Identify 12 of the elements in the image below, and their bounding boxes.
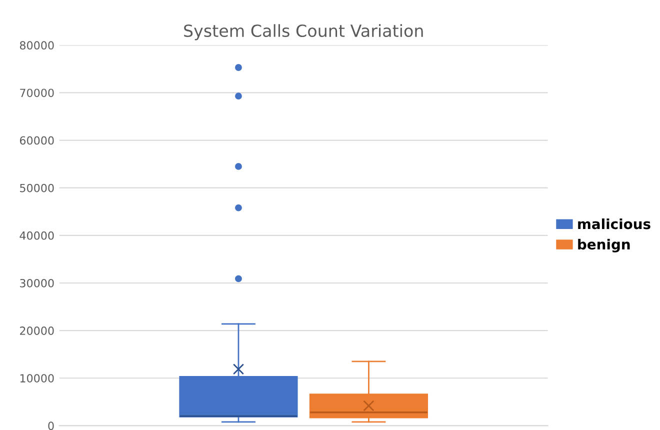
y-tick-label: 10000 [20,374,54,383]
chart-title: System Calls Count Variation [184,24,423,40]
y-tick-label: 80000 [20,41,54,50]
y-tick-label: 20000 [20,326,54,335]
y-tick-label: 50000 [20,184,54,192]
legend-label: benign [578,238,630,252]
y-tick-label: 0 [48,422,54,430]
y-tick-label: 30000 [20,278,54,288]
y-tick-label: 70000 [20,88,54,98]
y-tick-label: 60000 [20,136,54,145]
legend-label: malicious [578,218,650,230]
y-tick-label: 40000 [20,231,54,240]
